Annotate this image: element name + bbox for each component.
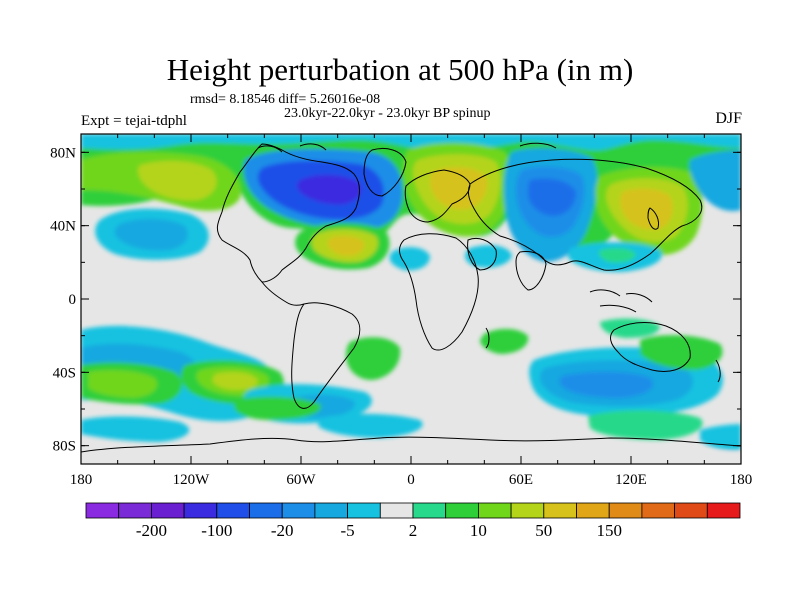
stats-label: rmsd= 8.18546 diff= 5.26016e-08 <box>190 92 381 107</box>
colorbar-label: 2 <box>409 521 418 540</box>
contour-region <box>465 245 512 268</box>
contour-region <box>212 372 258 390</box>
coastline-antarctica <box>81 436 741 453</box>
contour-region <box>81 134 741 151</box>
y-axis: 80N 40N 0 40S 80S <box>50 145 741 455</box>
coastline-arctic-islands <box>257 142 557 153</box>
colorbar-label: -5 <box>341 521 355 540</box>
figure-title: Height perturbation at 500 hPa (in m) <box>166 52 634 87</box>
colorbar-label: 150 <box>596 521 622 540</box>
contour-region <box>346 337 401 380</box>
colorbar-label: 10 <box>470 521 487 540</box>
x-axis: 180 120W 60W 0 60E 120E 180 <box>70 134 753 488</box>
colorbar-label: 50 <box>535 521 552 540</box>
contour-region <box>327 235 365 256</box>
colorbar-label: -100 <box>201 521 232 540</box>
contour-region <box>234 396 321 420</box>
contour-region <box>88 370 158 398</box>
contour-region <box>620 188 673 230</box>
contour-region <box>600 318 660 338</box>
contour-region <box>640 335 723 370</box>
contour-region <box>559 371 654 398</box>
colorbar-swatch <box>150 502 185 519</box>
coastline-arabia <box>467 237 497 271</box>
colorbar-swatch <box>249 502 283 519</box>
colorbar-swatch <box>445 502 479 519</box>
period-label: 23.0kyr-22.0kyr - 23.0kyr BP spinup <box>284 106 491 121</box>
colorbar-swatch <box>477 502 512 519</box>
colorbar-swatch <box>183 502 218 519</box>
colorbar-swatch <box>379 502 414 519</box>
x-tick-label: 60W <box>286 472 316 488</box>
coastline-sea-islands <box>589 289 653 313</box>
y-tick-label: 80S <box>53 439 76 455</box>
colorbar-swatch <box>85 502 120 519</box>
colorbar-swatch <box>314 502 348 519</box>
coastline-central-america <box>261 281 305 306</box>
experiment-label: Expt = tejai-tdphl <box>81 113 187 129</box>
colorbar-swatch <box>674 502 708 519</box>
x-tick-label: 180 <box>70 472 93 488</box>
y-tick-label: 80N <box>50 145 76 161</box>
colorbar-swatch <box>347 502 381 519</box>
colorbar-swatch <box>510 502 545 519</box>
colorbar-swatch <box>281 502 316 519</box>
coastlines <box>81 142 741 453</box>
contour-region <box>138 160 217 201</box>
x-tick-label: 60E <box>509 472 533 488</box>
contour-region <box>588 410 703 440</box>
colorbar-swatch <box>706 502 741 519</box>
contour-region <box>81 416 190 442</box>
coastline-madagascar <box>485 327 490 349</box>
contour-fill <box>81 134 741 464</box>
y-tick-label: 40N <box>50 219 76 235</box>
contour-region <box>598 247 636 263</box>
colorbar-swatch <box>641 502 676 519</box>
x-tick-label: 120W <box>173 472 211 488</box>
contour-region <box>297 174 362 205</box>
coastline-south-america <box>291 302 361 409</box>
x-tick-label: 0 <box>407 472 415 488</box>
coastline-india <box>515 251 547 291</box>
colorbar: -200 -100 -20 -5 2 10 50 150 <box>85 502 741 540</box>
y-tick-label: 0 <box>69 292 77 308</box>
contour-region <box>689 150 741 212</box>
x-tick-label: 180 <box>730 472 753 488</box>
coastline-australia <box>610 322 691 372</box>
season-label: DJF <box>715 110 742 127</box>
x-tick-label: 120E <box>615 472 647 488</box>
contour-region <box>429 167 488 210</box>
colorbar-swatch <box>216 502 250 519</box>
contour-region <box>114 218 188 251</box>
contour-region <box>480 328 529 354</box>
colorbar-swatch <box>608 502 643 519</box>
colorbar-label: -200 <box>136 521 167 540</box>
colorbar-swatch <box>543 502 577 519</box>
colorbar-swatch <box>412 502 447 519</box>
coastline-europe <box>404 169 471 223</box>
coastline-greenland <box>363 148 407 197</box>
coastline-north-america <box>216 143 360 283</box>
coastline-africa <box>399 233 479 351</box>
y-tick-label: 40S <box>53 365 76 381</box>
contour-region <box>528 178 576 216</box>
contour-region <box>318 413 423 438</box>
colorbar-swatch <box>576 502 610 519</box>
colorbar-label: -20 <box>271 521 294 540</box>
coastline-asia <box>467 158 703 271</box>
colorbar-swatch <box>118 502 152 519</box>
coastline-new-zealand <box>715 359 721 383</box>
coastline-japan <box>647 207 659 230</box>
